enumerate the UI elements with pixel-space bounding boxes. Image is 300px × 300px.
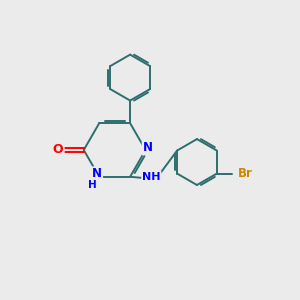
Text: N: N xyxy=(92,167,102,180)
Text: NH: NH xyxy=(142,172,160,182)
Text: N: N xyxy=(142,141,153,154)
Text: Br: Br xyxy=(237,167,252,180)
Text: H: H xyxy=(88,180,97,190)
Text: O: O xyxy=(53,143,63,157)
